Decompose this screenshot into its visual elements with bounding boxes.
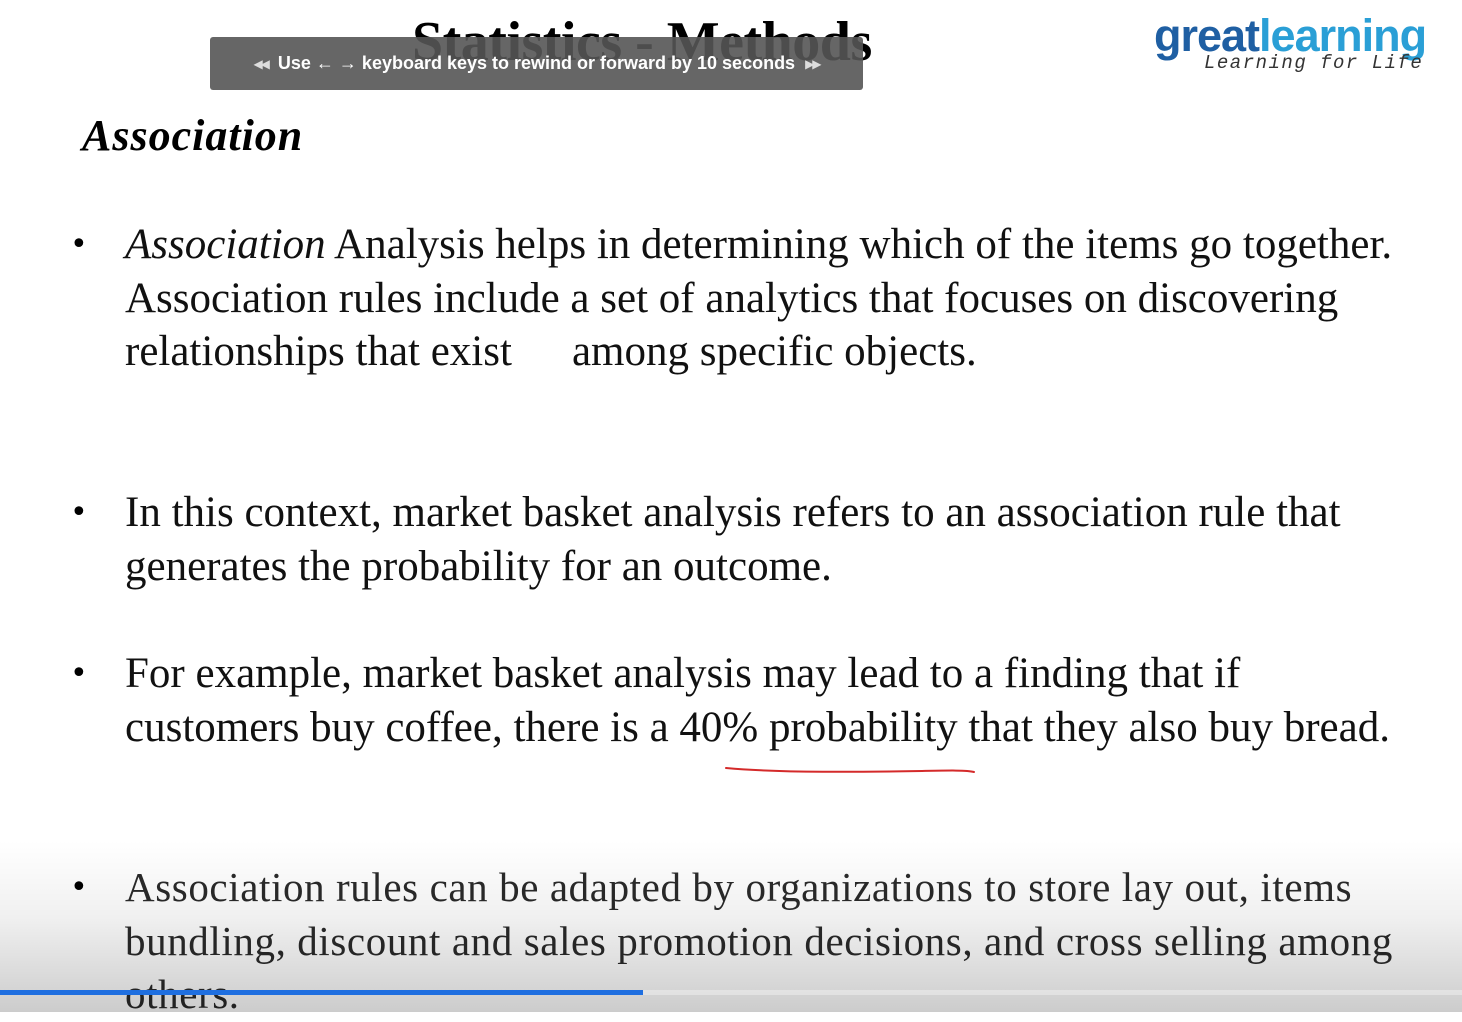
rewind-icon: ◀◀ (253, 56, 270, 71)
bullet-text: In this context, market basket analysis … (125, 489, 1341, 590)
bullet-dot-icon: • (70, 656, 88, 691)
section-heading: Association (82, 111, 304, 160)
bullet-dot-icon: • (70, 227, 88, 262)
bullet-dot-icon: • (70, 495, 88, 530)
logo-wordmark: greatlearning (1154, 8, 1427, 64)
logo-word-learning: learning (1259, 10, 1427, 61)
bullet-italic-lead: Association (125, 221, 326, 268)
bullet-text: Association rules can be adapted by orga… (125, 864, 1393, 1017)
keyboard-hint-overlay: ◀◀ Use ← → keyboard keys to rewind or fo… (210, 37, 863, 90)
greatlearning-logo: greatlearning Learning for Life (1150, 8, 1460, 78)
bullet-dot-icon: • (70, 870, 88, 905)
logo-tagline: Learning for Life (1204, 52, 1424, 74)
bullet-text: For example, market basket analysis may … (125, 650, 1390, 751)
video-progress-bar[interactable] (0, 990, 1462, 995)
logo-word-great: great (1154, 10, 1260, 61)
video-progress-fill (0, 990, 644, 995)
bullet-text-tail: among specific objects. (571, 328, 977, 375)
forward-icon: ▶▶ (805, 56, 822, 71)
bullet-text: Association Analysis helps in determinin… (125, 218, 1415, 379)
keyboard-hint-text: Use ← → keyboard keys to rewind or forwa… (277, 53, 796, 73)
bullet-text-body: Analysis helps in determining which of t… (125, 221, 1393, 375)
